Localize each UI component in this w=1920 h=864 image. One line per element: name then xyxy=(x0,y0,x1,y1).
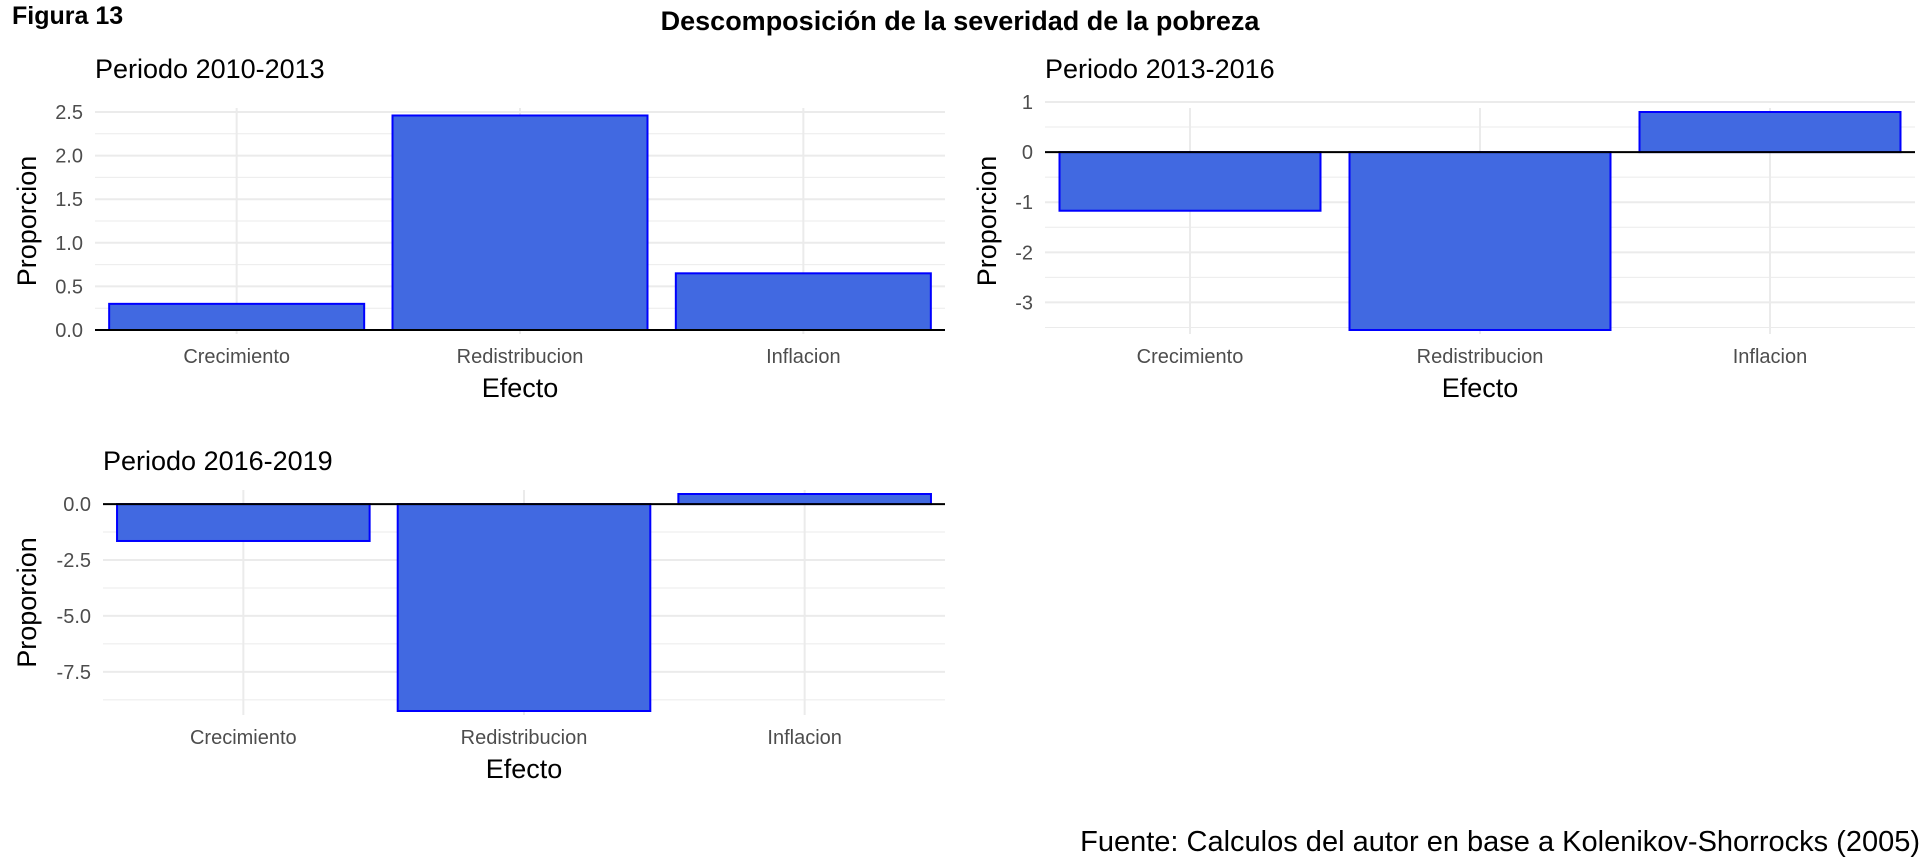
panel-2-y-tick-label: -2.5 xyxy=(57,550,91,572)
figure-label: Figura 13 xyxy=(12,2,124,30)
panel-0-bar-inflacion xyxy=(674,272,932,332)
panel-0-panel-title: Periodo 2010-2013 xyxy=(95,54,325,84)
panel-2-x-tick-label: Redistribucion xyxy=(461,727,588,749)
panel-2-x-tick-label: Crecimiento xyxy=(190,727,297,749)
panel-0-bar-crecimiento xyxy=(108,302,366,331)
panel-1-y-tick-label: 0 xyxy=(1022,142,1033,164)
panel-1-bar-inflacion xyxy=(1638,111,1902,154)
panel-0-y-tick-label: 2.5 xyxy=(55,102,83,124)
panel-1-y-tick-label: -1 xyxy=(1015,192,1033,214)
source-note: Fuente: Calculos del autor en base a Kol… xyxy=(1080,826,1920,858)
panel-1-x-tick-label: Crecimiento xyxy=(1137,346,1244,368)
panel-1-x-tick-label: Redistribucion xyxy=(1417,346,1544,368)
panel-1-bar-crecimiento xyxy=(1058,151,1322,212)
panel-0-y-tick-label: 1.5 xyxy=(55,189,83,211)
panel-0-y-tick-label: 2.0 xyxy=(55,146,83,168)
chart-panel-2016-2019: -7.5 -5.0 -2.5 0.0 Crecimiento Redistribucion… xyxy=(12,446,945,784)
panel-0-x-tick-label: Crecimiento xyxy=(183,346,290,368)
panel-2-bar-crecimiento xyxy=(116,503,371,542)
panel-2-x-axis-title: Efecto xyxy=(486,754,563,784)
panel-2-y-tick-label: -5.0 xyxy=(57,606,91,628)
panel-2-y-tick-label: 0.0 xyxy=(63,494,91,516)
chart-panel-2010-2013: 0.0 0.5 1.0 1.5 2.0 2.5 Crecimiento Redistribuc… xyxy=(12,54,945,403)
panel-2-x-tick-label: Inflacion xyxy=(767,727,842,749)
panel-1-y-tick-label: 1 xyxy=(1022,92,1033,114)
panel-0-y-tick-label: 1.0 xyxy=(55,233,83,255)
panel-1-y-tick-label: -3 xyxy=(1015,292,1033,314)
chart-title: Descomposición de la severidad de la pob… xyxy=(660,6,1260,36)
panel-0-x-tick-label: Redistribucion xyxy=(457,346,584,368)
panel-1-y-axis-title: Proporcion xyxy=(972,156,1002,287)
panel-1-bar-redistribucion xyxy=(1348,151,1612,332)
panel-0-y-tick-label: 0.0 xyxy=(55,320,83,342)
panel-0-x-tick-label: Inflacion xyxy=(766,346,841,368)
panel-2-bar-redistribucion xyxy=(396,503,652,712)
panel-1-panel-title: Periodo 2013-2016 xyxy=(1045,54,1275,84)
panel-2-bar-inflacion xyxy=(677,493,932,506)
panel-0-x-axis-title: Efecto xyxy=(482,373,559,403)
chart-panel-2013-2016: -3 -2 -1 0 1 Crecimiento Redistribucion Inflaci… xyxy=(972,54,1915,403)
panel-1-y-tick-label: -2 xyxy=(1015,242,1033,264)
panel-2-panel-title: Periodo 2016-2019 xyxy=(103,446,333,476)
panel-2-y-tick-label: -7.5 xyxy=(57,662,91,684)
panel-0-bar-redistribucion xyxy=(391,114,649,331)
panel-0-y-axis-title: Proporcion xyxy=(12,156,42,287)
panel-1-x-axis-title: Efecto xyxy=(1442,373,1519,403)
panel-0-y-tick-label: 0.5 xyxy=(55,276,83,298)
panel-1-x-tick-label: Inflacion xyxy=(1733,346,1808,368)
panel-2-y-axis-title: Proporcion xyxy=(12,537,42,668)
